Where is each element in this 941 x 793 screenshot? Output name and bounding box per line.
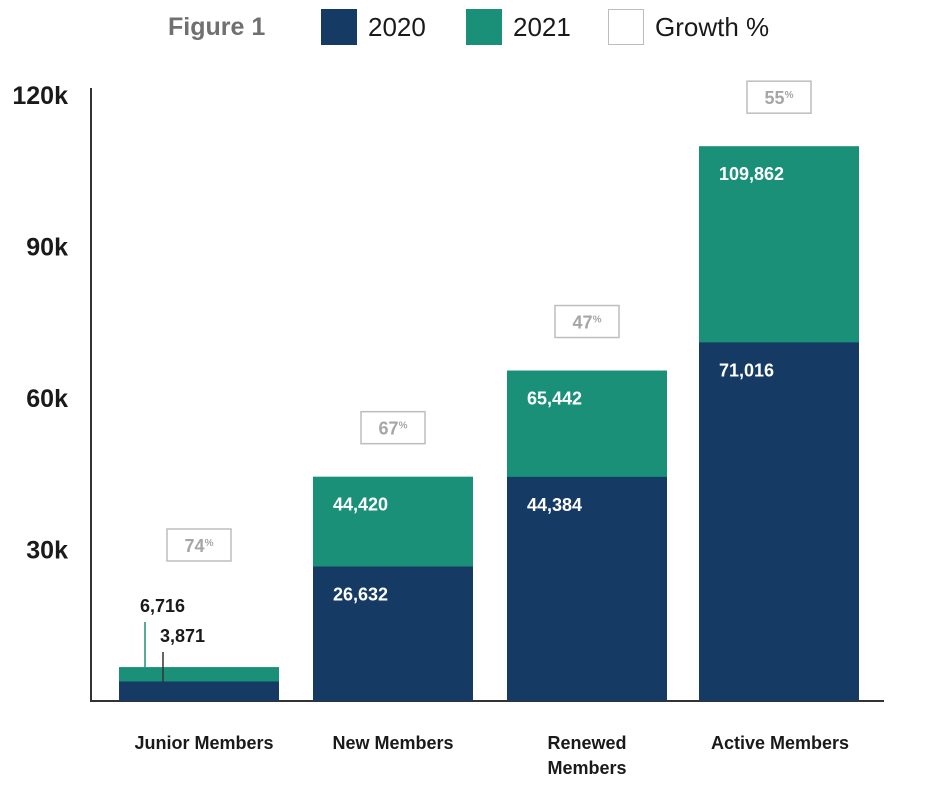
growth-box (746, 80, 812, 114)
bar-2020 (699, 342, 859, 701)
bar-2020 (507, 476, 667, 701)
data-label-2021: 6,716 (140, 596, 185, 616)
legend-label-2021: 2021 (513, 12, 571, 42)
y-tick-label: 120k (12, 82, 68, 110)
figure-label: Figure 1 (168, 13, 266, 41)
data-label-2021: 65,442 (527, 389, 582, 409)
chart-legend: Figure 1 2020 2021 Growth % (0, 0, 941, 60)
growth-box (554, 304, 620, 339)
data-label-2021: 44,420 (333, 495, 388, 515)
data-label-2020: 26,632 (333, 585, 388, 605)
x-category-label: New Members (332, 733, 454, 753)
x-category-label: Junior Members (134, 733, 274, 753)
legend-label-2020: 2020 (368, 12, 426, 42)
legend-label-growth: Growth % (655, 12, 770, 42)
data-label-2020: 44,384 (527, 495, 582, 515)
y-tick-label: 90k (26, 234, 68, 262)
bar-2020 (119, 681, 279, 701)
growth-box (360, 410, 426, 445)
legend-swatch-growth (608, 9, 644, 45)
x-category-label: Active Members (710, 733, 850, 753)
legend-swatch-2020 (321, 9, 357, 45)
legend-swatch-2021 (466, 9, 502, 45)
y-tick-label: 30k (26, 537, 68, 565)
data-label-2020: 71,016 (719, 360, 774, 380)
growth-box (166, 528, 232, 562)
data-label-2020: 3,871 (160, 626, 205, 646)
data-label-2021: 109,862 (719, 164, 784, 184)
x-category-label: Renewed Members (547, 733, 627, 778)
y-tick-label: 60k (26, 385, 68, 413)
bar-2020 (313, 566, 473, 701)
